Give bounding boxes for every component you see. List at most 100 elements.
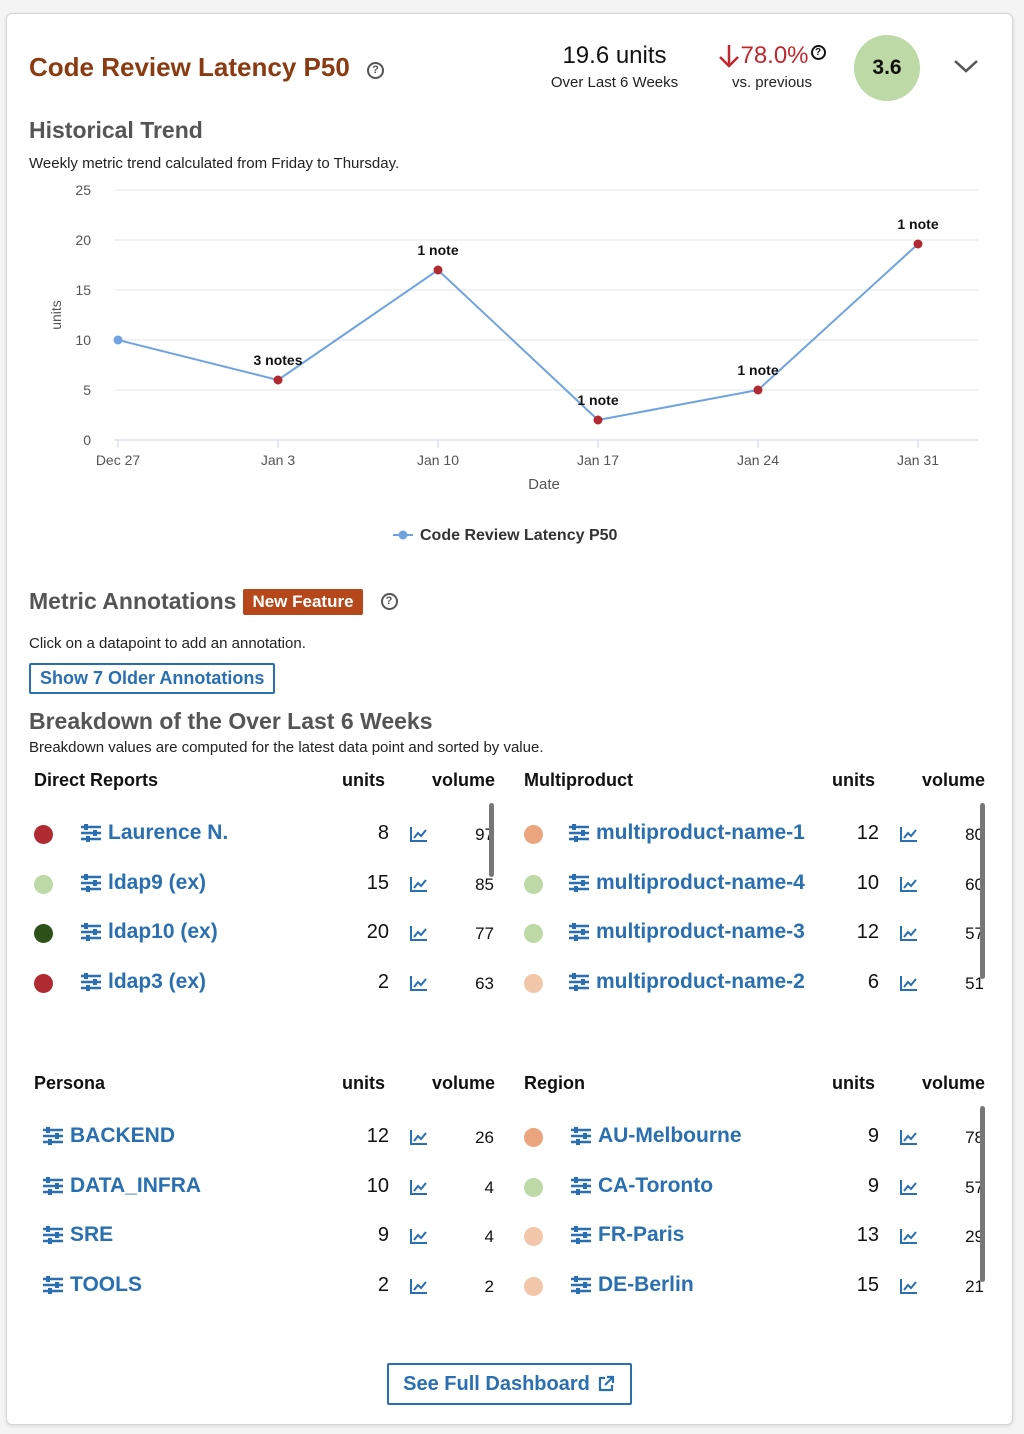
legend-label[interactable]: Code Review Latency P50 bbox=[420, 527, 618, 544]
data-point[interactable] bbox=[433, 265, 443, 275]
breakdown-row: multiproduct-name-4 10 60 bbox=[524, 870, 994, 900]
trend-link[interactable] bbox=[409, 1278, 428, 1300]
trend-link[interactable] bbox=[899, 1179, 918, 1201]
trend-link[interactable] bbox=[899, 975, 918, 997]
breakdown-filter-link[interactable]: DATA_INFRA bbox=[42, 1174, 201, 1198]
x-tick-label: Jan 31 bbox=[897, 452, 939, 468]
breakdown-filter-link[interactable]: multiproduct-name-1 bbox=[568, 821, 805, 845]
scrollbar[interactable] bbox=[489, 803, 494, 877]
trend-link[interactable] bbox=[899, 1228, 918, 1250]
trend-chart-icon[interactable] bbox=[899, 876, 918, 893]
breakdown-filter-link[interactable]: CA-Toronto bbox=[570, 1174, 713, 1198]
breakdown-filter-link[interactable]: TOOLS bbox=[42, 1273, 142, 1297]
trend-link[interactable] bbox=[899, 1278, 918, 1300]
trend-chart-icon[interactable] bbox=[409, 1129, 428, 1146]
breakdown-volume-value: 60 bbox=[965, 874, 984, 894]
trend-chart-icon[interactable] bbox=[409, 826, 428, 843]
breakdown-units-value: 12 bbox=[366, 1125, 389, 1147]
breakdown-filter-link[interactable]: ldap9 (ex) bbox=[80, 871, 206, 895]
filter-sliders-icon bbox=[43, 1275, 63, 1294]
metric-title-text: Code Review Latency P50 bbox=[29, 52, 350, 82]
trend-link[interactable] bbox=[409, 1179, 428, 1201]
trend-link[interactable] bbox=[409, 925, 428, 947]
see-full-dashboard-button[interactable]: See Full Dashboard bbox=[387, 1363, 632, 1405]
breakdown-section-title: Region bbox=[524, 1073, 585, 1093]
trend-chart-icon[interactable] bbox=[409, 876, 428, 893]
breakdown-units-value: 9 bbox=[867, 1174, 879, 1197]
trend-link[interactable] bbox=[409, 975, 428, 997]
breakdown-filter-link[interactable]: BACKEND bbox=[42, 1124, 175, 1148]
trend-chart-icon[interactable] bbox=[899, 975, 918, 992]
breakdown-filter-link[interactable]: AU-Melbourne bbox=[570, 1124, 742, 1148]
trend-chart-icon[interactable] bbox=[899, 826, 918, 843]
status-dot bbox=[34, 924, 53, 943]
show-older-annotations-button[interactable]: Show 7 Older Annotations bbox=[29, 663, 276, 694]
trend-chart-icon[interactable] bbox=[409, 975, 428, 992]
breakdown-volume-value: 63 bbox=[475, 973, 494, 993]
trend-chart-icon[interactable] bbox=[899, 1129, 918, 1146]
data-point[interactable] bbox=[113, 335, 123, 345]
trend-link[interactable] bbox=[899, 876, 918, 898]
annotations-help-icon[interactable]: ? bbox=[380, 593, 398, 610]
trend-link[interactable] bbox=[409, 826, 428, 848]
breakdown-filter-link[interactable]: DE-Berlin bbox=[570, 1273, 694, 1297]
data-point[interactable] bbox=[913, 239, 923, 249]
trend-link[interactable] bbox=[409, 876, 428, 898]
breakdown-filter-link[interactable]: multiproduct-name-3 bbox=[568, 920, 805, 944]
arrow-down-icon bbox=[719, 45, 740, 68]
breakdown-filter-link[interactable]: multiproduct-name-2 bbox=[568, 970, 805, 994]
trend-chart-icon[interactable] bbox=[899, 925, 918, 942]
help-icon[interactable]: ? bbox=[367, 62, 385, 79]
trend-chart-icon[interactable] bbox=[899, 1228, 918, 1245]
chevron-down-icon[interactable] bbox=[952, 56, 980, 76]
y-tick-label: 10 bbox=[75, 332, 91, 348]
trend-chart-icon[interactable] bbox=[409, 1228, 428, 1245]
data-point[interactable] bbox=[593, 415, 603, 425]
filter-sliders-icon bbox=[571, 1176, 591, 1195]
data-point[interactable] bbox=[753, 385, 763, 395]
trend-chart-icon[interactable] bbox=[409, 925, 428, 942]
breakdown-volume-value: 80 bbox=[965, 825, 984, 844]
breakdown-filter-link[interactable]: multiproduct-name-4 bbox=[568, 871, 805, 895]
breakdown-row-name: ldap10 (ex) bbox=[108, 920, 218, 943]
scrollbar[interactable] bbox=[980, 803, 985, 979]
trend-chart-icon[interactable] bbox=[409, 1278, 428, 1295]
data-point[interactable] bbox=[273, 375, 283, 385]
breakdown-row-name: multiproduct-name-1 bbox=[596, 821, 805, 844]
delta-help-icon[interactable]: ? bbox=[810, 44, 826, 60]
trend-chart-icon[interactable] bbox=[409, 1179, 428, 1196]
breakdown-units-value: 10 bbox=[366, 1174, 389, 1197]
scrollbar[interactable] bbox=[980, 1106, 985, 1282]
filter-sliders-icon bbox=[569, 824, 589, 842]
annotations-header: Metric Annotations New Feature ? bbox=[29, 588, 398, 615]
breakdown-volume-value: 77 bbox=[475, 924, 494, 943]
filter-sliders-icon bbox=[81, 873, 101, 892]
breakdown-row: multiproduct-name-3 12 57 bbox=[524, 919, 994, 949]
trend-chart-icon[interactable] bbox=[899, 1179, 918, 1196]
filter-sliders-icon bbox=[569, 923, 589, 941]
breakdown-row: ldap9 (ex) 15 85 bbox=[34, 870, 504, 900]
trend-link[interactable] bbox=[899, 826, 918, 848]
breakdown-filter-link[interactable]: ldap3 (ex) bbox=[80, 970, 206, 994]
data-point-note-label: 1 note bbox=[577, 392, 618, 408]
trend-link[interactable] bbox=[899, 1129, 918, 1151]
y-axis-label: units bbox=[48, 300, 64, 330]
trend-link[interactable] bbox=[409, 1228, 428, 1250]
summary-value-block: 19.6 units Over Last 6 Weeks bbox=[537, 42, 692, 91]
trend-chart[interactable]: 0 5 10 15 20 25 Dec 27 Jan 3 Jan 10 Jan 17 Jan 24 J… bbox=[7, 174, 1007, 559]
breakdown-filter-link[interactable]: Laurence N. bbox=[80, 821, 228, 845]
breakdown-filter-link[interactable]: SRE bbox=[42, 1223, 113, 1247]
filter-sliders-icon bbox=[81, 972, 101, 991]
breakdown-units-value: 20 bbox=[366, 921, 389, 943]
x-tick-label: Jan 3 bbox=[261, 452, 295, 468]
trend-link[interactable] bbox=[899, 925, 918, 947]
filter-sliders-icon bbox=[571, 1127, 591, 1145]
delta-value: 78.0% bbox=[740, 42, 809, 69]
breakdown-filter-link[interactable]: FR-Paris bbox=[570, 1223, 684, 1247]
trend-chart-icon[interactable] bbox=[899, 1278, 918, 1295]
delta-label: vs. previous bbox=[731, 74, 813, 91]
legend-marker bbox=[398, 530, 408, 540]
score-badge: 3.6 bbox=[854, 35, 920, 101]
breakdown-filter-link[interactable]: ldap10 (ex) bbox=[80, 920, 218, 944]
trend-link[interactable] bbox=[409, 1129, 428, 1151]
